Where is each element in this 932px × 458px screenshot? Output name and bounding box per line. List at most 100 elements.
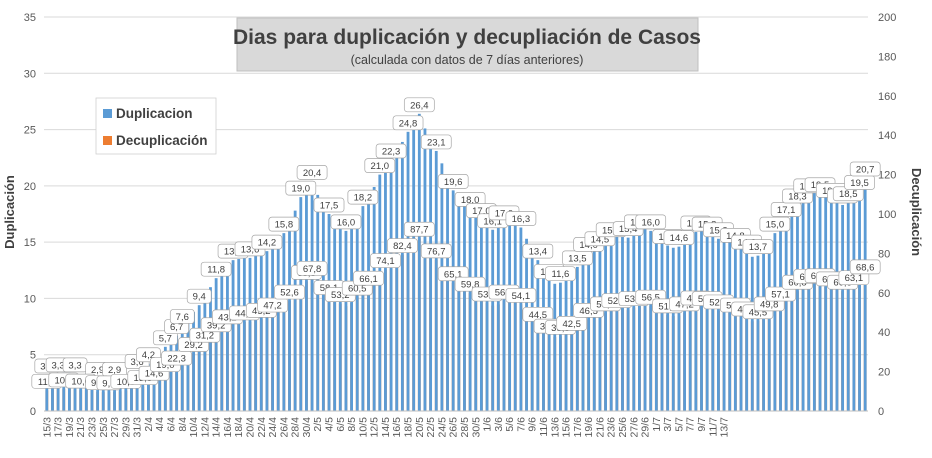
data-label-text: 74,1 (376, 256, 395, 267)
left-tick-label: 30 (24, 68, 36, 80)
data-label-text: 52,2 (608, 296, 627, 307)
bar-duplicacion (632, 233, 636, 411)
data-label-text: 56,5 (495, 288, 514, 299)
left-tick-label: 5 (30, 350, 36, 362)
bar-duplicacion (733, 244, 737, 411)
bar-duplicacion (536, 260, 540, 411)
chart-subtitle: (calculada con datos de 7 días anteriore… (351, 53, 584, 67)
x-tick-label: 4/4 (154, 417, 166, 432)
bar-duplicacion (559, 282, 562, 411)
data-label-text: 49,8 (760, 299, 779, 310)
bar-duplicacion (643, 228, 647, 411)
right-axis-ticks: 0 20 40 60 80 100 120 140 160 180 200 (878, 12, 896, 418)
data-label-text: 7,6 (176, 312, 189, 323)
data-label-box (268, 216, 300, 232)
data-label-text: 19,6 (444, 177, 463, 188)
data-label-text: 53,2 (625, 294, 644, 305)
bar-duplicacion (745, 251, 749, 411)
data-label-box (635, 214, 667, 230)
data-label-duplicacion: 14,2 (251, 234, 283, 250)
data-label-text: 19,5 (850, 178, 869, 189)
x-tick-label: 16/5 (391, 417, 403, 438)
data-label-text: 10,9 (55, 375, 74, 386)
x-tick-label: 22/5 (425, 417, 437, 438)
bar-duplicacion (446, 174, 449, 411)
bar-duplicacion (350, 225, 353, 411)
data-label-text: 10,5 (117, 377, 136, 388)
bar-duplicacion (728, 242, 732, 411)
x-tick-label: 23/6 (606, 417, 618, 438)
x-tick-label: 9/7 (696, 417, 708, 432)
x-tick-label: 24/5 (436, 417, 448, 438)
data-label-box (347, 189, 379, 205)
bar-duplicacion (824, 197, 828, 411)
bar-duplicacion (542, 270, 545, 411)
data-label-text: 4,2 (142, 350, 155, 361)
bar-duplicacion (818, 193, 822, 411)
right-tick-label: 160 (878, 91, 896, 103)
bar-duplicacion (796, 204, 799, 411)
data-label-decuplicacion: 54,1 (505, 288, 537, 303)
data-label-decuplicacion: 74,1 (370, 253, 401, 268)
x-tick-label: 29/3 (120, 417, 132, 438)
bar-duplicacion (152, 361, 156, 411)
bar-duplicacion (666, 245, 670, 411)
bar-duplicacion (654, 235, 658, 411)
data-label-box (420, 243, 452, 259)
bar-duplicacion (474, 210, 478, 411)
data-label-duplicacion: 11,8 (200, 261, 232, 277)
x-tick-label: 1/7 (651, 417, 663, 432)
bar-duplicacion (73, 373, 77, 411)
data-label-duplicacion: 13,7 (742, 239, 774, 255)
right-tick-label: 80 (878, 248, 890, 260)
data-label-duplicacion: 20,7 (849, 161, 881, 177)
bar-duplicacion (852, 197, 856, 411)
data-label-text: 15,8 (275, 220, 294, 231)
data-label-decuplicacion: 76,7 (420, 243, 452, 259)
x-tick-label: 10/4 (188, 417, 200, 438)
x-tick-label: 8/4 (177, 417, 189, 432)
data-label-duplicacion: 24,8 (392, 115, 424, 131)
data-label-text: 31,2 (196, 331, 215, 342)
data-label-text: 23,1 (427, 137, 446, 148)
bar-duplicacion (829, 199, 833, 411)
left-axis-title: Duplicación (2, 175, 17, 249)
bar-duplicacion (265, 251, 269, 411)
bar-duplicacion (321, 203, 325, 411)
data-label-box (251, 234, 283, 250)
data-label-box (392, 115, 424, 131)
data-label-text: 14,5 (591, 234, 610, 245)
data-label-box (353, 270, 384, 286)
data-label-text: 20,4 (303, 168, 322, 179)
data-label-text: 63,1 (845, 273, 864, 284)
bar-duplicacion (485, 225, 489, 411)
bar-duplicacion (553, 283, 557, 411)
data-label-box (759, 216, 791, 232)
bar-duplicacion (609, 238, 613, 411)
left-axis-ticks: 0 5 10 15 20 25 30 35 (24, 12, 36, 418)
bar-duplicacion (276, 238, 280, 411)
bar-duplicacion (254, 254, 258, 411)
bar-duplicacion (220, 272, 224, 411)
data-label-text: 46,5 (579, 306, 598, 317)
bar-duplicacion (316, 194, 320, 411)
bar-duplicacion (615, 236, 619, 411)
bar-duplicacion (841, 204, 845, 411)
bar-duplicacion (259, 253, 263, 411)
data-label-text: 24,8 (399, 118, 418, 129)
data-label-text: 17,0 (495, 208, 514, 219)
data-label-box (285, 180, 317, 196)
data-label-box (556, 316, 588, 331)
data-label-text: 13,5 (568, 253, 587, 264)
data-label-text: 42,5 (562, 319, 581, 330)
data-label-box (274, 284, 305, 300)
bar-duplicacion (389, 159, 393, 411)
bar-duplicacion (62, 372, 66, 411)
right-tick-label: 40 (878, 327, 890, 339)
data-label-text: 22,3 (167, 354, 186, 365)
data-label-text: 16,0 (641, 217, 660, 228)
bar-duplicacion (688, 236, 692, 411)
bar-duplicacion (231, 260, 235, 411)
data-label-box (296, 261, 328, 276)
data-label-duplicacion: 16,0 (330, 214, 362, 230)
